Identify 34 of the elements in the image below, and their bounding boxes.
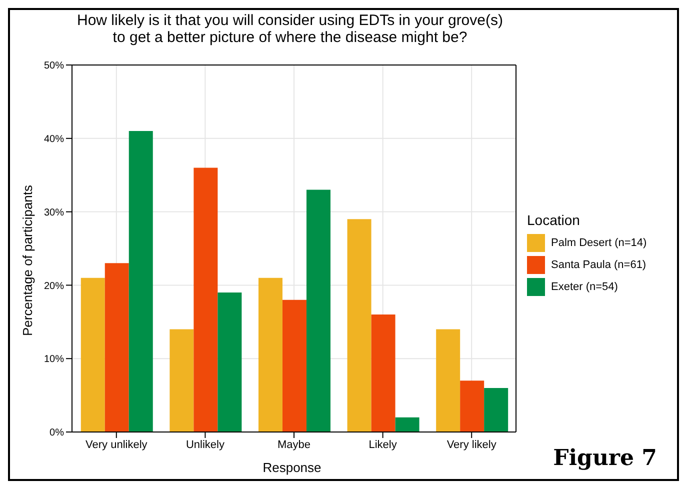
bar xyxy=(258,278,282,432)
bar xyxy=(218,292,242,432)
x-tick-label: Maybe xyxy=(277,438,311,451)
y-tick-label: 40% xyxy=(44,134,64,145)
legend-label: Santa Paula (n=61) xyxy=(550,258,648,273)
legend-title: Location xyxy=(527,212,581,228)
y-tick-label: 30% xyxy=(44,207,64,218)
y-tick-label: 20% xyxy=(44,280,64,292)
y-tick-label: 10% xyxy=(44,354,64,366)
bar xyxy=(104,263,129,432)
bar xyxy=(306,190,330,432)
y-axis-title: Percentage of participants xyxy=(20,184,36,336)
bar xyxy=(484,388,508,432)
caption: Figure 7 xyxy=(553,445,657,471)
chart-title: How likely is it that you will consider using EDTs in your grove(s) to get a better picture of where the disease might be? xyxy=(76,12,504,46)
bar xyxy=(170,329,194,432)
bar xyxy=(194,168,218,432)
legend-label: Exeter (n=54) xyxy=(550,280,619,295)
bar xyxy=(371,314,396,432)
bar xyxy=(80,278,105,432)
bar xyxy=(282,300,306,432)
x-tick-label: Very unlikely xyxy=(86,438,148,451)
legend-label: Palm Desert (n=14) xyxy=(550,236,648,251)
x-tick-label: Very likely xyxy=(446,438,497,451)
bar xyxy=(395,417,420,432)
bar xyxy=(347,219,372,432)
bar xyxy=(460,380,484,432)
y-tick-label: 50% xyxy=(44,60,64,72)
bar xyxy=(128,131,153,432)
x-axis-title: Response xyxy=(262,460,322,475)
bar xyxy=(436,329,460,432)
x-tick-label: Likely xyxy=(368,438,398,451)
y-tick-label: 0% xyxy=(50,428,64,439)
x-tick-label: Unlikely xyxy=(186,438,225,451)
